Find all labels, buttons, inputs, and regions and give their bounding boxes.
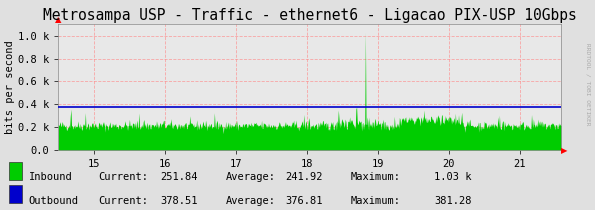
Text: 1.03 k: 1.03 k: [434, 172, 472, 182]
Y-axis label: bits per second: bits per second: [5, 40, 15, 134]
Text: Average:: Average:: [226, 196, 276, 206]
Text: ▶: ▶: [561, 146, 568, 155]
Text: RRDTOOL / TOBI OETIKER: RRDTOOL / TOBI OETIKER: [586, 43, 591, 125]
Text: Maximum:: Maximum:: [351, 196, 401, 206]
Text: Current:: Current:: [98, 172, 148, 182]
Text: Outbound: Outbound: [29, 196, 79, 206]
Title: Metrosampa USP - Traffic - ethernet6 - Ligacao PIX-USP 10Gbps: Metrosampa USP - Traffic - ethernet6 - L…: [43, 8, 577, 23]
Text: 378.51: 378.51: [161, 196, 198, 206]
Text: Inbound: Inbound: [29, 172, 73, 182]
Text: Maximum:: Maximum:: [351, 172, 401, 182]
Text: ▲: ▲: [55, 15, 61, 24]
Text: 251.84: 251.84: [161, 172, 198, 182]
Text: 241.92: 241.92: [286, 172, 323, 182]
Text: Current:: Current:: [98, 196, 148, 206]
Text: 381.28: 381.28: [434, 196, 472, 206]
Text: 376.81: 376.81: [286, 196, 323, 206]
Text: Average:: Average:: [226, 172, 276, 182]
